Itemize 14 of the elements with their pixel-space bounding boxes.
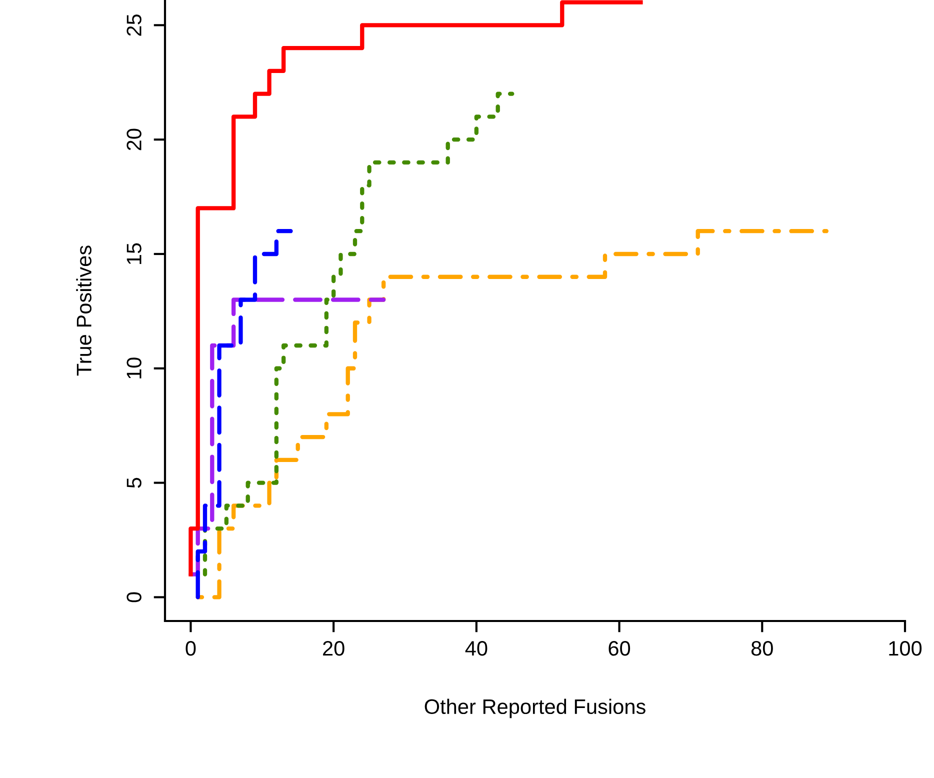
x-tick-label: 20	[323, 640, 344, 656]
y-tick-label: 25	[126, 14, 142, 36]
x-tick-label: 80	[751, 640, 773, 656]
x-tick-label: 60	[608, 640, 630, 656]
y-tick-label: 0	[126, 592, 142, 602]
x-axis-title: Other Reported Fusions	[424, 698, 646, 718]
x-tick-label: 0	[186, 640, 196, 656]
y-tick-label: 5	[126, 478, 142, 488]
x-tick-label: 100	[889, 640, 922, 656]
y-tick-label: 20	[126, 128, 142, 150]
x-tick-label: 40	[465, 640, 488, 656]
y-tick-label: 15	[126, 243, 142, 264]
y-tick-label: 10	[126, 358, 142, 378]
y-axis-title: True Positives	[76, 246, 92, 376]
